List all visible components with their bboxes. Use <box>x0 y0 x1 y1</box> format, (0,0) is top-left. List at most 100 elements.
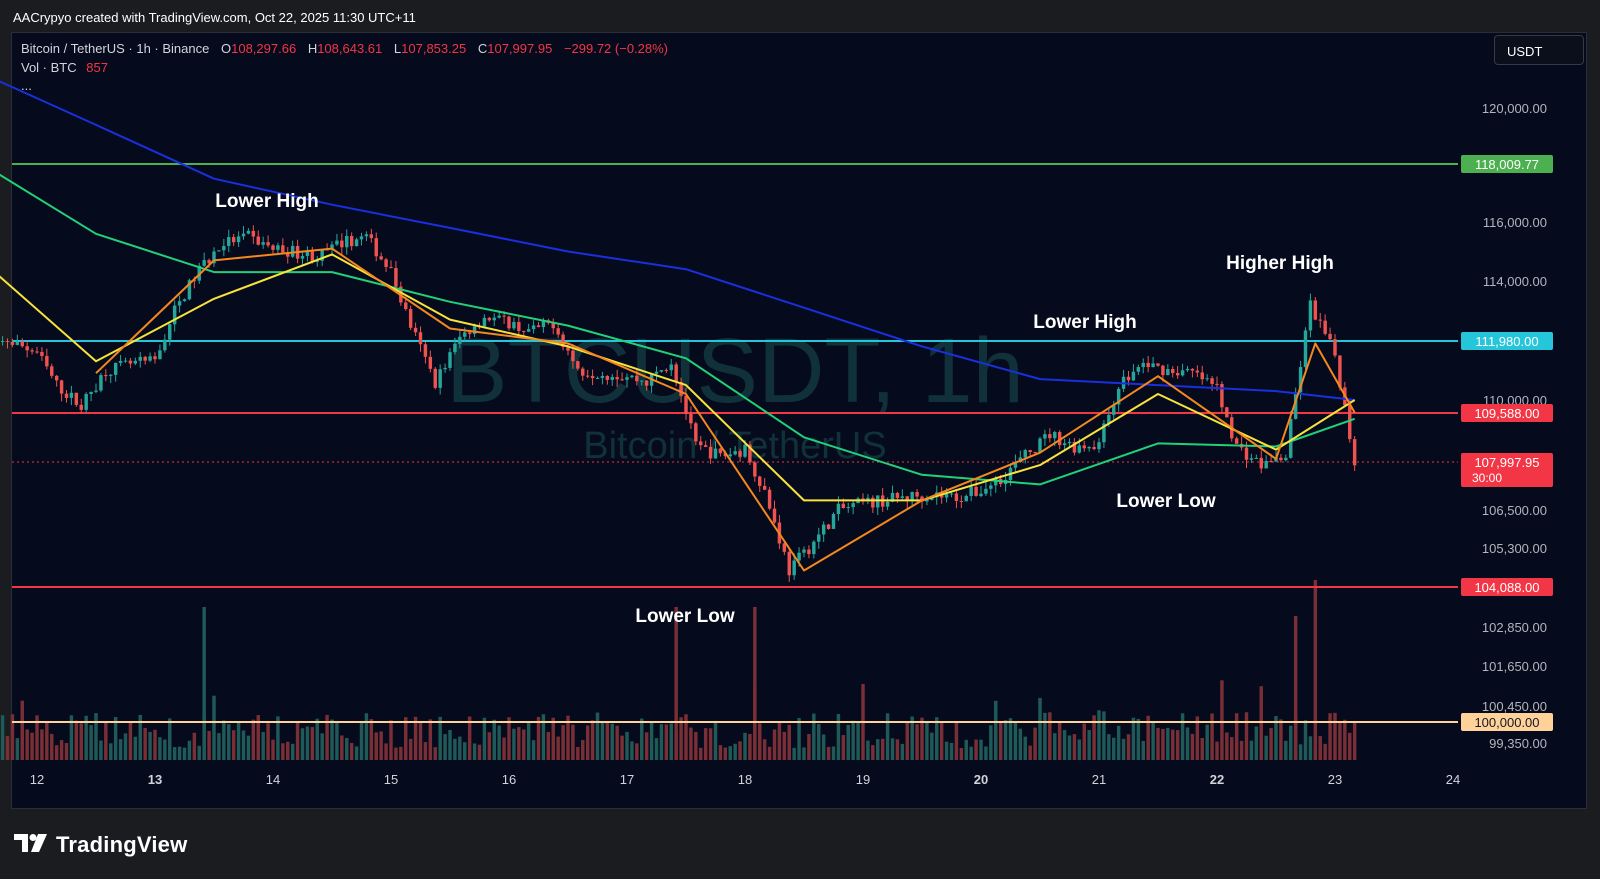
time-tick-label: 15 <box>384 772 398 787</box>
volume-bar <box>1171 729 1175 760</box>
volume-spike <box>753 607 757 760</box>
volume-spike <box>1293 616 1298 760</box>
volume-bar <box>595 712 600 760</box>
candle-body <box>959 500 964 502</box>
candle-body <box>851 503 855 508</box>
volume-bar <box>733 743 737 760</box>
more-indicators-button[interactable]: ... <box>21 78 32 93</box>
candle-body <box>679 381 683 396</box>
candle-body <box>708 446 713 459</box>
candle-body <box>463 332 467 337</box>
candle-body <box>1313 300 1318 320</box>
candle-body <box>438 369 442 388</box>
volume-bar <box>684 714 688 760</box>
volume-bar <box>1023 736 1027 760</box>
candle-body <box>379 256 383 260</box>
volume-bar <box>610 723 614 760</box>
watermark-symbol: BTCUSDT, 1h <box>446 320 1024 422</box>
candle-body <box>733 451 737 455</box>
attribution-text: AACrypyo created with TradingView.com, O… <box>13 10 416 25</box>
tradingview-logo-icon[interactable] <box>14 832 50 854</box>
volume-bar <box>340 735 344 760</box>
brand-name[interactable]: TradingView <box>56 832 188 857</box>
candle-body <box>384 259 388 267</box>
volume-legend: Vol · BTC 857 <box>21 60 108 75</box>
volume-bar <box>812 713 816 760</box>
volume-bar <box>748 733 752 760</box>
candle-body <box>231 237 236 243</box>
candle-body <box>128 360 133 364</box>
candle-body <box>104 375 108 377</box>
volume-bar <box>964 739 968 760</box>
candle-body <box>113 362 118 375</box>
moving-average-line <box>0 173 1356 486</box>
volume-bar <box>1018 728 1023 760</box>
volume-bar <box>1141 741 1145 760</box>
candle-body <box>374 238 378 257</box>
volume-bar <box>620 735 624 760</box>
candle-body <box>1033 452 1037 454</box>
symbol-name[interactable]: Bitcoin / TetherUS · 1h · Binance <box>21 41 210 56</box>
candle-body <box>212 251 216 264</box>
volume-bar <box>492 719 496 760</box>
volume-bar <box>1205 724 1209 760</box>
volume-bar <box>1048 712 1052 760</box>
volume-bar <box>1220 680 1224 760</box>
volume-bar <box>920 717 924 760</box>
volume-bar <box>507 717 511 760</box>
volume-bar <box>305 726 310 760</box>
candle-body <box>1254 457 1259 459</box>
volume-bar <box>1333 712 1337 760</box>
candle-body <box>1028 450 1032 453</box>
volume-bar <box>290 743 295 760</box>
candle-body <box>1200 372 1204 380</box>
chart-frame[interactable] <box>11 32 1587 809</box>
volume-bar <box>979 739 983 760</box>
candle-body <box>689 413 693 424</box>
volume-bar <box>1175 730 1180 760</box>
volume-bar <box>959 747 964 760</box>
candle-body <box>1175 373 1180 376</box>
volume-bar <box>905 721 909 760</box>
volume-bar <box>35 715 39 760</box>
currency-select[interactable]: USDT <box>1494 35 1584 65</box>
candle-body <box>172 305 177 325</box>
volume-bar <box>846 724 850 760</box>
footer <box>0 809 1600 879</box>
volume-bar <box>654 738 659 760</box>
volume-bar <box>876 739 880 760</box>
volume-bar <box>821 734 826 760</box>
candle-body <box>949 493 954 495</box>
candle-body <box>389 266 393 268</box>
candle-body <box>1348 405 1352 440</box>
volume-bar <box>871 745 875 760</box>
volume-bar <box>163 739 167 760</box>
candle-body <box>1107 414 1111 424</box>
candle-body <box>1131 371 1136 381</box>
candle-body <box>1308 300 1313 331</box>
volume-bar <box>482 717 487 760</box>
level-label: 118,009.77 <box>1475 157 1539 172</box>
volume-bar <box>1082 723 1086 760</box>
candle-body <box>1062 443 1067 446</box>
candle-body <box>600 375 605 378</box>
volume-bar <box>910 716 914 760</box>
candle-body <box>1289 418 1293 458</box>
volume-bar <box>458 736 462 760</box>
candle-body <box>5 341 10 343</box>
candle-body <box>664 370 669 372</box>
volume-bar <box>192 732 197 760</box>
candle-body <box>345 236 349 248</box>
candle-body <box>807 549 811 555</box>
volume-bar <box>571 724 575 760</box>
candle-body <box>472 326 477 334</box>
candle-body <box>674 364 678 382</box>
volume-bar <box>1092 715 1096 760</box>
volume-bar <box>1003 720 1008 760</box>
candle-body <box>1190 368 1195 371</box>
candle-body <box>1180 370 1185 376</box>
attribution-bar: AACrypyo created with TradingView.com, O… <box>0 0 1600 32</box>
volume-bar <box>699 747 703 760</box>
volume-label[interactable]: Vol · BTC <box>21 60 77 75</box>
